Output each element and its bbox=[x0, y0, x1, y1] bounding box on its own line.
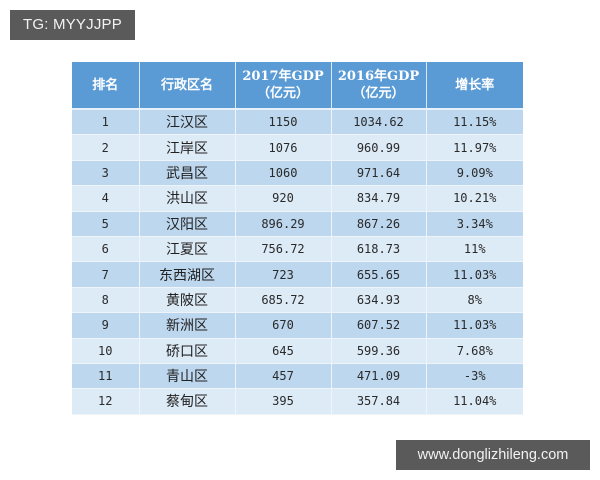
table-row: 9 新洲区 670 607.52 11.03% bbox=[72, 312, 523, 339]
cell-growth: 11.03% bbox=[426, 261, 523, 288]
cell-district: 洪山区 bbox=[139, 185, 236, 212]
cell-gdp-2016: 471.09 bbox=[331, 363, 427, 390]
cell-gdp-2017: 670 bbox=[235, 312, 332, 339]
gdp-ranking-table: 排名 行政区名 2017年GDP （亿元） 2016年GDP （亿元） 增长率 1 … bbox=[72, 62, 523, 415]
header-growth-rate: 增长率 bbox=[426, 62, 523, 110]
table-row: 6 江夏区 756.72 618.73 11% bbox=[72, 236, 523, 263]
header-gdp-2017: 2017年GDP （亿元） bbox=[235, 62, 332, 110]
cell-growth: 11.03% bbox=[426, 312, 523, 339]
cell-district: 武昌区 bbox=[139, 160, 236, 187]
cell-rank: 10 bbox=[72, 338, 140, 364]
cell-rank: 7 bbox=[72, 261, 140, 288]
cell-rank: 11 bbox=[72, 363, 140, 390]
cell-gdp-2017: 1150 bbox=[235, 109, 332, 136]
cell-district: 东西湖区 bbox=[139, 261, 236, 288]
cell-gdp-2016: 960.99 bbox=[331, 134, 427, 161]
cell-growth: 8% bbox=[426, 287, 523, 314]
cell-rank: 4 bbox=[72, 185, 140, 212]
cell-district: 蔡甸区 bbox=[139, 388, 236, 415]
cell-gdp-2016: 607.52 bbox=[331, 312, 427, 339]
cell-rank: 1 bbox=[72, 109, 140, 136]
cell-gdp-2016: 971.64 bbox=[331, 160, 427, 187]
cell-gdp-2016: 357.84 bbox=[331, 388, 427, 415]
header-district: 行政区名 bbox=[139, 62, 236, 110]
cell-growth: 10.21% bbox=[426, 185, 523, 212]
cell-rank: 2 bbox=[72, 134, 140, 161]
cell-growth: -3% bbox=[426, 363, 523, 390]
cell-district: 江岸区 bbox=[139, 134, 236, 161]
cell-growth: 11.97% bbox=[426, 134, 523, 161]
cell-growth: 11% bbox=[426, 236, 523, 263]
watermark-bottom: www.donglizhileng.com bbox=[396, 440, 590, 470]
cell-gdp-2017: 723 bbox=[235, 261, 332, 288]
cell-gdp-2017: 756.72 bbox=[235, 236, 332, 263]
table-row: 12 蔡甸区 395 357.84 11.04% bbox=[72, 388, 523, 415]
cell-growth: 9.09% bbox=[426, 160, 523, 187]
cell-district: 黄陂区 bbox=[139, 287, 236, 314]
header-gdp-2016: 2016年GDP （亿元） bbox=[331, 62, 427, 110]
table-header-row: 排名 行政区名 2017年GDP （亿元） 2016年GDP （亿元） 增长率 bbox=[72, 62, 523, 110]
cell-rank: 5 bbox=[72, 211, 140, 237]
cell-gdp-2017: 645 bbox=[235, 338, 332, 364]
cell-growth: 11.15% bbox=[426, 109, 523, 136]
cell-district: 江汉区 bbox=[139, 109, 236, 136]
cell-gdp-2016: 834.79 bbox=[331, 185, 427, 212]
table-row: 2 江岸区 1076 960.99 11.97% bbox=[72, 134, 523, 161]
cell-district: 新洲区 bbox=[139, 312, 236, 339]
cell-gdp-2016: 1034.62 bbox=[331, 109, 427, 136]
cell-rank: 9 bbox=[72, 312, 140, 339]
cell-gdp-2016: 867.26 bbox=[331, 211, 427, 237]
cell-gdp-2016: 618.73 bbox=[331, 236, 427, 263]
table-row: 3 武昌区 1060 971.64 9.09% bbox=[72, 160, 523, 187]
cell-rank: 8 bbox=[72, 287, 140, 314]
cell-rank: 6 bbox=[72, 236, 140, 263]
table-row: 8 黄陂区 685.72 634.93 8% bbox=[72, 287, 523, 314]
header-rank: 排名 bbox=[72, 62, 140, 110]
cell-rank: 3 bbox=[72, 160, 140, 187]
table-row: 7 东西湖区 723 655.65 11.03% bbox=[72, 261, 523, 288]
cell-district: 江夏区 bbox=[139, 236, 236, 263]
cell-district: 汉阳区 bbox=[139, 211, 236, 237]
cell-gdp-2017: 457 bbox=[235, 363, 332, 390]
cell-rank: 12 bbox=[72, 388, 140, 415]
cell-gdp-2016: 599.36 bbox=[331, 338, 427, 364]
cell-gdp-2017: 896.29 bbox=[235, 211, 332, 237]
table-row: 1 江汉区 1150 1034.62 11.15% bbox=[72, 109, 523, 136]
watermark-top: TG: MYYJJPP bbox=[10, 10, 135, 40]
cell-gdp-2016: 655.65 bbox=[331, 261, 427, 288]
table-row: 5 汉阳区 896.29 867.26 3.34% bbox=[72, 211, 523, 237]
table-row: 10 硚口区 645 599.36 7.68% bbox=[72, 338, 523, 364]
cell-growth: 11.04% bbox=[426, 388, 523, 415]
cell-gdp-2017: 685.72 bbox=[235, 287, 332, 314]
cell-gdp-2017: 920 bbox=[235, 185, 332, 212]
table-row: 4 洪山区 920 834.79 10.21% bbox=[72, 185, 523, 212]
cell-gdp-2017: 1060 bbox=[235, 160, 332, 187]
cell-growth: 7.68% bbox=[426, 338, 523, 364]
table-row: 11 青山区 457 471.09 -3% bbox=[72, 363, 523, 390]
cell-gdp-2016: 634.93 bbox=[331, 287, 427, 314]
cell-gdp-2017: 395 bbox=[235, 388, 332, 415]
cell-gdp-2017: 1076 bbox=[235, 134, 332, 161]
cell-district: 硚口区 bbox=[139, 338, 236, 364]
cell-growth: 3.34% bbox=[426, 211, 523, 237]
cell-district: 青山区 bbox=[139, 363, 236, 390]
